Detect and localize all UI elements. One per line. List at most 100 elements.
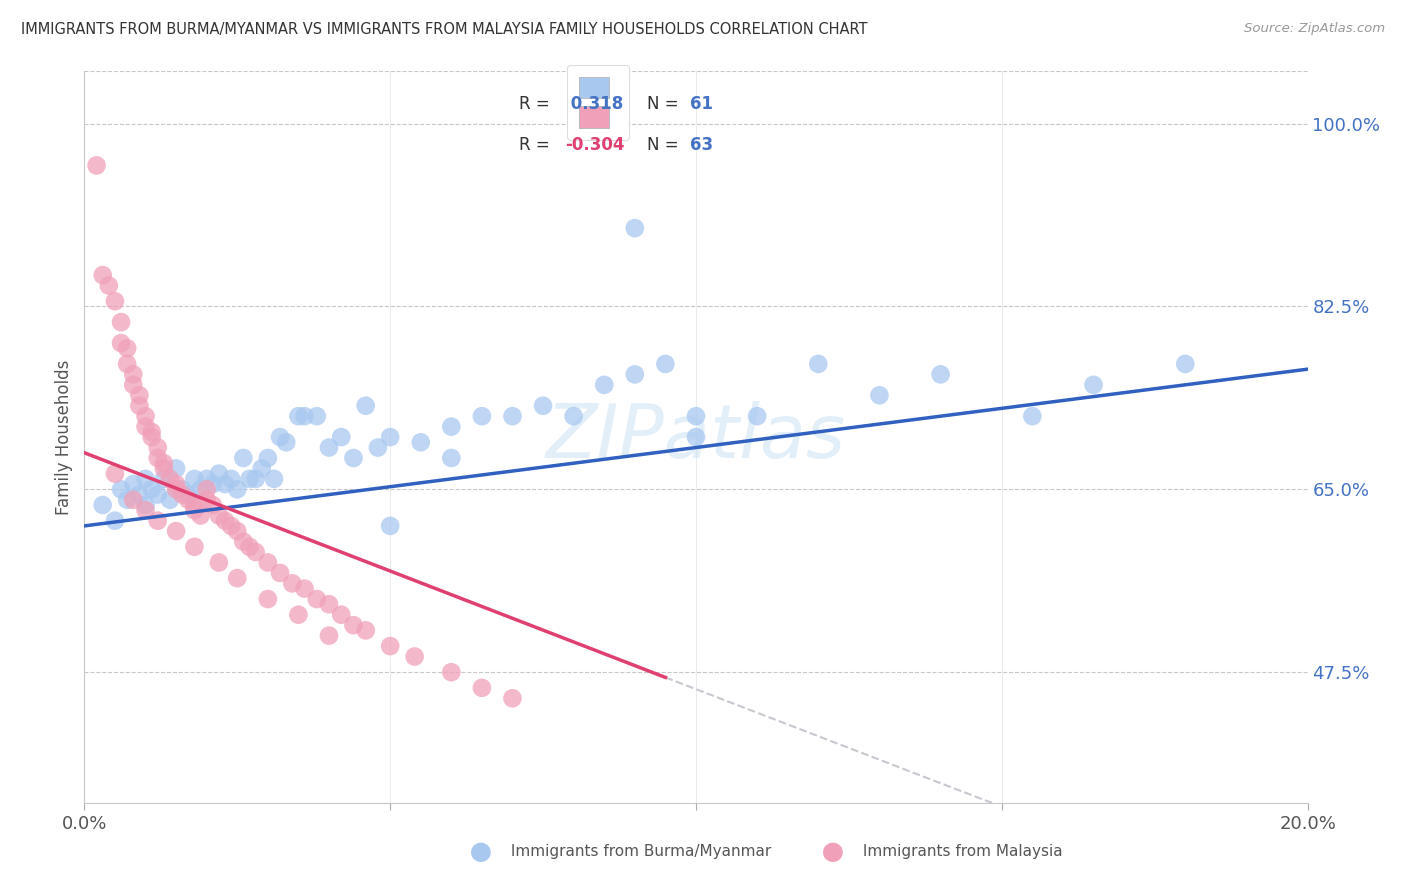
Point	[276, 435, 298, 450]
Point	[104, 467, 127, 481]
Text: R =: R =	[519, 95, 550, 113]
Point	[165, 483, 187, 497]
Point	[869, 388, 891, 402]
Point	[86, 158, 108, 172]
Y-axis label: Family Households: Family Households	[55, 359, 73, 515]
Point	[135, 472, 157, 486]
Point	[342, 618, 364, 632]
Text: 63: 63	[690, 136, 713, 153]
Point	[440, 419, 463, 434]
Point	[159, 492, 181, 507]
Point	[91, 268, 114, 282]
Point	[471, 409, 494, 424]
Text: ⬤: ⬤	[821, 842, 844, 862]
Point	[104, 514, 127, 528]
Point	[409, 435, 432, 450]
Point	[624, 368, 647, 382]
Point	[685, 430, 707, 444]
Point	[219, 519, 242, 533]
Point	[593, 377, 616, 392]
Point	[238, 472, 260, 486]
Point	[201, 477, 224, 491]
Text: Source: ZipAtlas.com: Source: ZipAtlas.com	[1244, 22, 1385, 36]
Point	[287, 409, 309, 424]
Point	[153, 456, 176, 470]
Point	[305, 409, 328, 424]
Point	[269, 566, 291, 580]
Point	[250, 461, 273, 475]
Point	[153, 472, 176, 486]
Point	[305, 592, 328, 607]
Point	[342, 450, 364, 465]
Point	[110, 483, 132, 497]
Text: 61: 61	[690, 95, 713, 113]
Point	[747, 409, 769, 424]
Point	[281, 576, 304, 591]
Point	[502, 409, 524, 424]
Point	[354, 399, 377, 413]
Point	[354, 624, 377, 638]
Point	[1021, 409, 1043, 424]
Point	[531, 399, 554, 413]
Point	[122, 368, 145, 382]
Point	[110, 336, 132, 351]
Point	[172, 487, 194, 501]
Point	[330, 430, 353, 444]
Point	[183, 472, 205, 486]
Point	[128, 399, 150, 413]
Point	[128, 487, 150, 501]
Point	[471, 681, 494, 695]
Point	[330, 607, 353, 622]
Point	[208, 467, 231, 481]
Point	[318, 441, 340, 455]
Point	[245, 472, 267, 486]
Point	[183, 503, 205, 517]
Point	[380, 519, 402, 533]
Point	[380, 430, 402, 444]
Text: 0.318: 0.318	[565, 95, 623, 113]
Point	[232, 534, 254, 549]
Text: -0.304: -0.304	[565, 136, 624, 153]
Point	[367, 441, 389, 455]
Point	[208, 556, 231, 570]
Point	[190, 508, 212, 523]
Point	[654, 357, 676, 371]
Point	[141, 483, 163, 497]
Point	[685, 409, 707, 424]
Point	[226, 571, 249, 585]
Point	[263, 472, 285, 486]
Point	[245, 545, 267, 559]
Point	[146, 450, 169, 465]
Point	[153, 461, 176, 475]
Point	[91, 498, 114, 512]
Point	[214, 477, 236, 491]
Point	[195, 472, 218, 486]
Point	[177, 487, 200, 501]
Point	[232, 450, 254, 465]
Point	[165, 461, 187, 475]
Point	[122, 377, 145, 392]
Point	[1174, 357, 1197, 371]
Legend: , : ,	[567, 65, 628, 139]
Point	[318, 629, 340, 643]
Point	[219, 472, 242, 486]
Text: R =: R =	[519, 136, 550, 153]
Point	[122, 492, 145, 507]
Point	[562, 409, 585, 424]
Point	[128, 388, 150, 402]
Point	[159, 472, 181, 486]
Text: N =: N =	[647, 95, 679, 113]
Point	[380, 639, 402, 653]
Point	[929, 368, 952, 382]
Point	[135, 498, 157, 512]
Point	[141, 425, 163, 439]
Point	[146, 441, 169, 455]
Text: ZIPatlas: ZIPatlas	[546, 401, 846, 473]
Text: IMMIGRANTS FROM BURMA/MYANMAR VS IMMIGRANTS FROM MALAYSIA FAMILY HOUSEHOLDS CORR: IMMIGRANTS FROM BURMA/MYANMAR VS IMMIGRA…	[21, 22, 868, 37]
Point	[440, 450, 463, 465]
Point	[165, 524, 187, 538]
Point	[238, 540, 260, 554]
Text: Immigrants from Malaysia: Immigrants from Malaysia	[858, 845, 1063, 859]
Point	[624, 221, 647, 235]
Point	[135, 419, 157, 434]
